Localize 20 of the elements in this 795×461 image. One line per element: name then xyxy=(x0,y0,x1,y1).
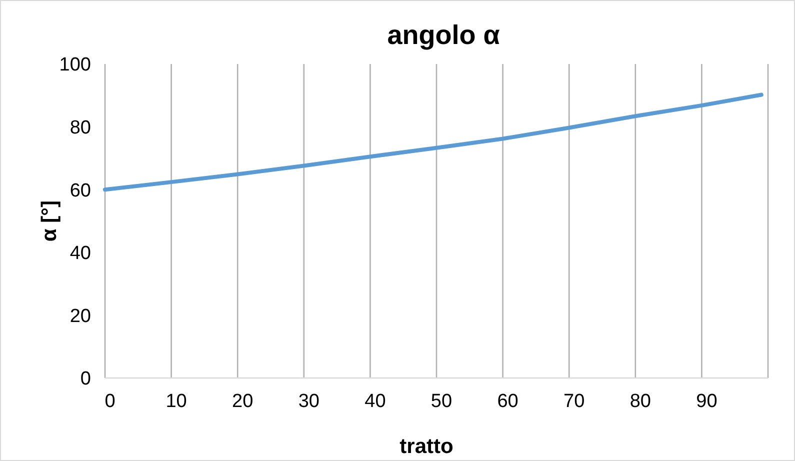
x-tick-label: 50 xyxy=(430,391,452,412)
x-tick-label: 30 xyxy=(298,391,320,412)
y-axis-title: α [°] xyxy=(38,200,61,242)
chart-title: angolo α xyxy=(387,20,500,50)
y-tick-label: 80 xyxy=(70,117,91,138)
x-tick-label: 80 xyxy=(630,391,651,412)
x-tick-label: 10 xyxy=(166,391,187,412)
x-tick-label: 90 xyxy=(696,391,718,412)
line-series xyxy=(103,92,764,192)
x-tick-label: 60 xyxy=(497,391,518,412)
y-tick-label: 100 xyxy=(59,54,91,76)
x-tick-label: 40 xyxy=(364,391,386,412)
y-tick-label: 20 xyxy=(70,306,91,327)
y-tick-label: 0 xyxy=(80,368,91,390)
x-tick-label: 20 xyxy=(232,391,254,412)
y-tick-label: 60 xyxy=(70,180,91,202)
x-tick-label: 0 xyxy=(104,391,116,412)
y-tick-label: 40 xyxy=(70,243,91,264)
x-axis-title: tratto xyxy=(400,435,454,458)
x-tick-label: 70 xyxy=(564,391,585,412)
